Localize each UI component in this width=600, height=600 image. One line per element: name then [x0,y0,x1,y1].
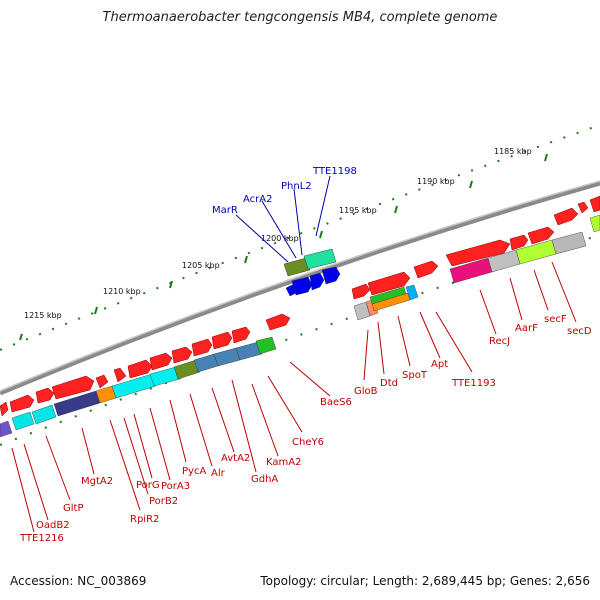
gene-label-pyca[interactable]: PycA [182,466,206,477]
gene-label-spot[interactable]: SpoT [402,370,428,381]
genome-title: Thermoanaerobacter tengcongensis MB4, co… [102,10,498,25]
gene-label-phnl2[interactable]: PhnL2 [281,181,312,192]
scale-label-1190: 1190 kbp [417,177,455,186]
scale-label-1210: 1210 kbp [103,287,141,296]
gene-label-mgta2[interactable]: MgtA2 [81,476,113,487]
gene-label-dtd[interactable]: Dtd [380,378,398,389]
gene-label-pora3[interactable]: PorA3 [161,481,190,492]
scale-label-1200: 1200 kbp [261,234,299,243]
scale-label-1215: 1215 kbp [24,311,62,320]
gene-label-porg[interactable]: PorG [136,480,160,491]
genome-summary-text: Topology: circular; Length: 2,689,445 bp… [260,574,590,588]
genome-backbone [0,180,600,396]
colored-segments-lower [0,336,277,438]
top-gene-cluster [283,248,341,297]
gene-label-rpir2[interactable]: RpiR2 [130,514,159,525]
gene-label-kama2[interactable]: KamA2 [266,457,301,468]
gene-label-marr[interactable]: MarR [212,205,238,216]
scale-label-1195: 1195 kbp [339,206,377,215]
gene-label-tte1216[interactable]: TTE1216 [19,533,64,544]
gene-label-porb2[interactable]: PorB2 [149,496,178,507]
gene-label-tte1193[interactable]: TTE1193 [451,378,496,389]
gene-label-gltp[interactable]: GltP [63,503,83,514]
gene-label-gdha[interactable]: GdhA [251,474,278,485]
gene-label-secf[interactable]: secF [544,314,567,325]
gene-label-apt[interactable]: Apt [431,359,448,370]
scale-label-1185: 1185 kbp [494,147,532,156]
accession-text: Accession: NC_003869 [10,574,147,588]
scale-major-ticks [19,153,548,341]
gene-label-alr[interactable]: Alr [211,468,226,479]
gene-label-secd[interactable]: secD [567,326,592,337]
genome-backbone-highlight [0,180,600,392]
colored-segments-right [353,214,600,321]
gene-label-oadb2[interactable]: OadB2 [36,520,70,531]
forward-strand-genes [0,195,600,417]
gene-label-avta2[interactable]: AvtA2 [221,453,250,464]
gene-label-baes6[interactable]: BaeS6 [320,397,352,408]
gene-label-glob[interactable]: GloB [354,386,378,397]
gene-label-tte1198[interactable]: TTE1198 [312,166,357,177]
gene-label-acra2[interactable]: AcrA2 [243,194,272,205]
scale-label-1205: 1205 kbp [182,261,220,270]
top-leader-lines [235,175,331,263]
gene-label-recj[interactable]: RecJ [489,336,510,347]
gene-label-aarf[interactable]: AarF [515,323,538,334]
bottom-leader-lines [11,261,577,533]
gene-label-chey6[interactable]: CheY6 [292,437,324,448]
